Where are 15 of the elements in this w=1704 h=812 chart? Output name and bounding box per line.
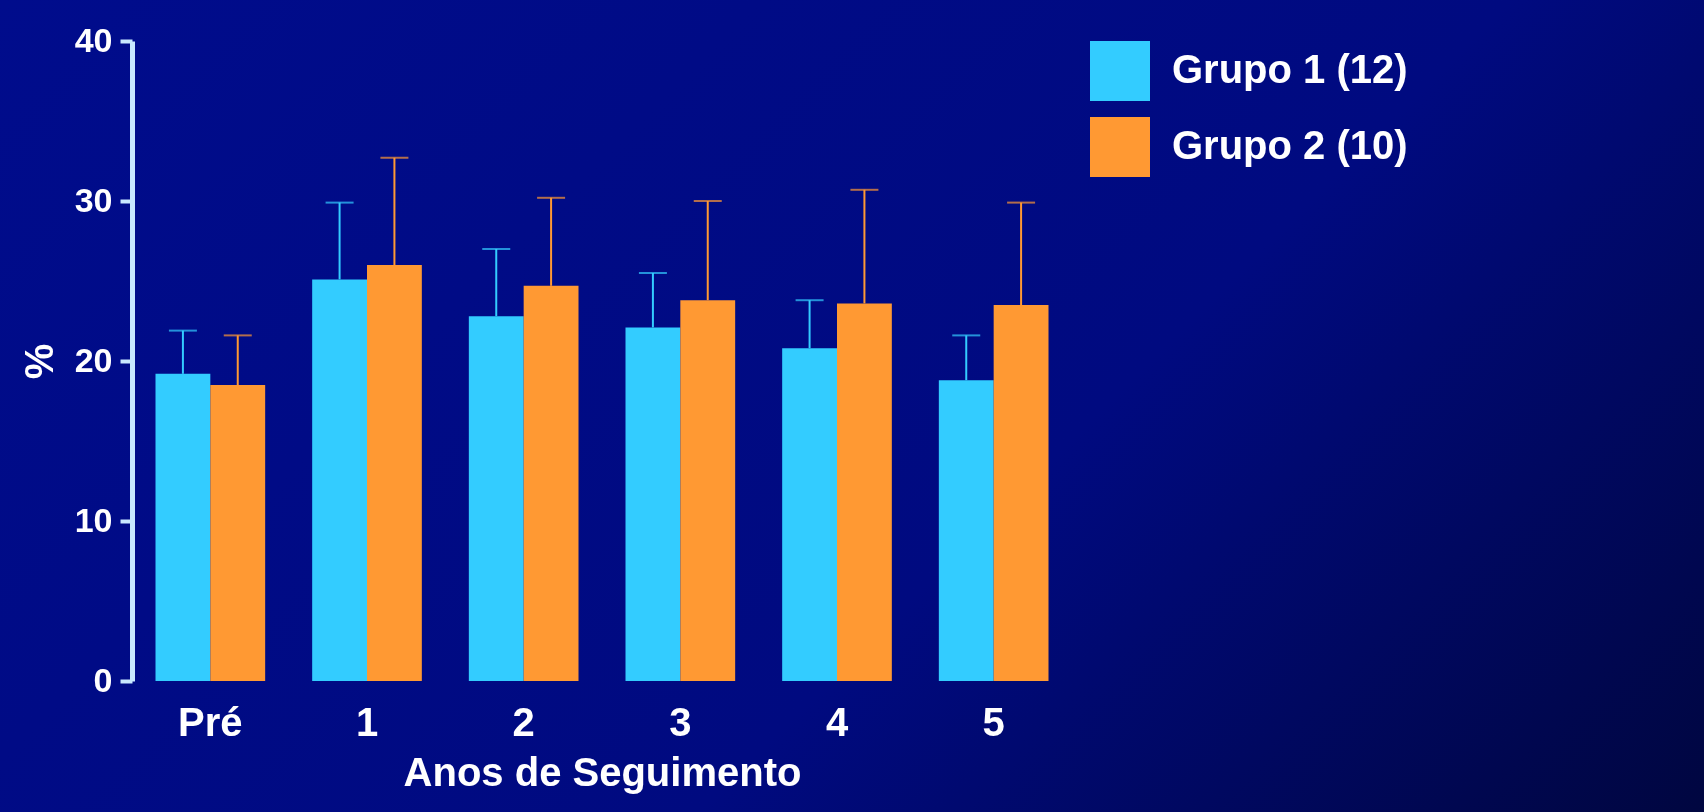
- x-axis-title: Anos de Seguimento: [403, 749, 802, 794]
- y-tick-label: 10: [74, 500, 113, 539]
- legend-label: Grupo 2 (10): [1172, 123, 1408, 167]
- x-tick-label: 3: [669, 699, 692, 744]
- y-tick-label: 0: [93, 660, 113, 699]
- y-axis-title: %: [16, 343, 61, 380]
- y-tick-label: 40: [74, 20, 113, 59]
- x-tick-label: Pré: [178, 699, 243, 744]
- x-tick-label: 1: [355, 699, 379, 744]
- y-tick-label: 20: [74, 340, 113, 379]
- x-tick-label: 2: [512, 699, 535, 744]
- x-tick-label: 5: [982, 699, 1005, 744]
- x-tick-label: 4: [825, 699, 849, 744]
- y-tick-label: 30: [74, 180, 113, 219]
- legend-label: Grupo 1 (12): [1172, 47, 1408, 91]
